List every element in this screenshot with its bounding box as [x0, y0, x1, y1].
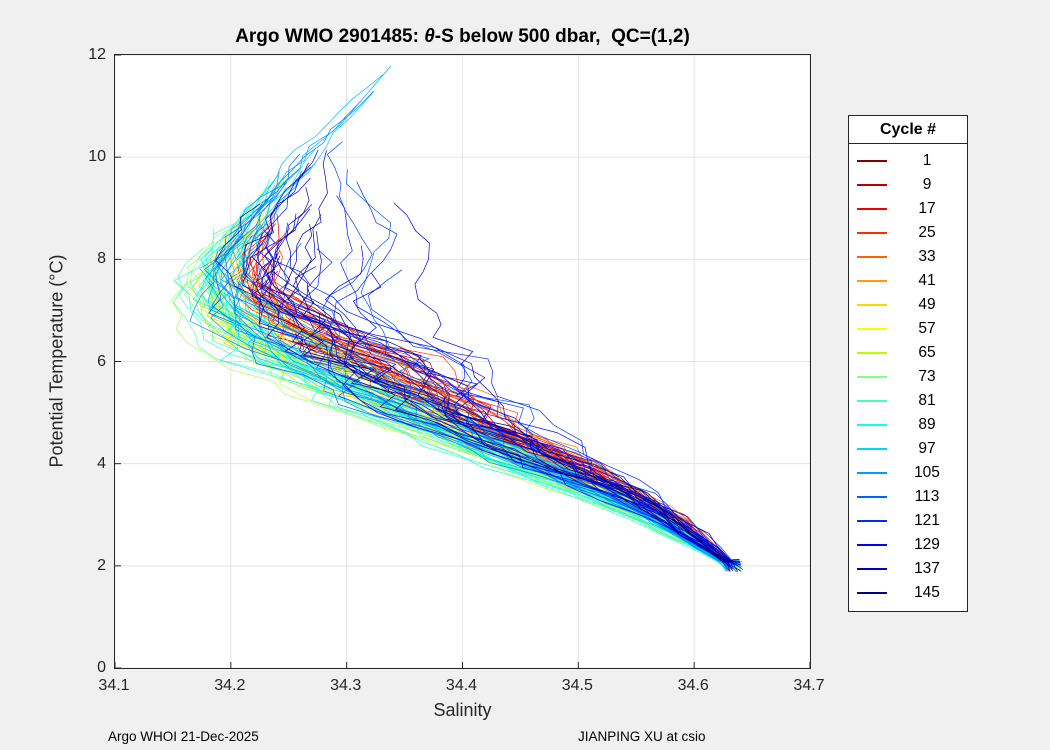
x-axis-label: Salinity — [433, 700, 492, 720]
legend-line-sample — [857, 280, 887, 282]
legend-line-sample — [857, 160, 887, 162]
title-prefix: Argo WMO 2901485: — [235, 26, 425, 47]
legend-entry: 121 — [849, 509, 967, 533]
legend-entry-label: 57 — [918, 320, 936, 337]
y-tick-label: 10 — [88, 148, 106, 166]
theta-s-plot-canvas — [115, 55, 810, 668]
legend-entry-label: 17 — [918, 200, 936, 217]
legend-line-sample — [857, 304, 887, 306]
legend-entry: 129 — [849, 533, 967, 557]
legend-entry-label: 49 — [918, 296, 936, 313]
legend-entry-label: 105 — [914, 464, 940, 481]
legend-entry-label: 33 — [918, 248, 936, 265]
legend-entry: 137 — [849, 557, 967, 581]
x-tick-label: 34.6 — [677, 677, 709, 694]
legend-line-sample — [857, 592, 887, 594]
legend-line-sample — [857, 424, 887, 426]
legend-entry: 33 — [849, 245, 967, 269]
legend-line-sample — [857, 352, 887, 354]
legend-entry: 41 — [849, 269, 967, 293]
legend-entry: 145 — [849, 581, 967, 605]
legend-entry: 25 — [849, 221, 967, 245]
legend-line-sample — [857, 184, 887, 186]
legend-line-sample — [857, 208, 887, 210]
x-tick-label: 34.2 — [214, 677, 246, 694]
legend-line-sample — [857, 544, 887, 546]
legend-line-sample — [857, 328, 887, 330]
x-tick-label: 34.5 — [561, 677, 593, 694]
legend-line-sample — [857, 376, 887, 378]
legend-box: Cycle # 1 9 17 25 33 41 49 57 65 73 81 89 97 105 113 12… — [848, 115, 968, 612]
legend-line-sample — [857, 232, 887, 234]
legend-entry: 57 — [849, 317, 967, 341]
legend-entry-label: 113 — [914, 488, 940, 505]
legend-entry: 97 — [849, 437, 967, 461]
legend-entry-label: 129 — [914, 536, 940, 553]
legend-entry: 73 — [849, 365, 967, 389]
legend-entry: 81 — [849, 389, 967, 413]
legend-entry-label: 1 — [922, 152, 932, 169]
legend-entry-label: 25 — [918, 224, 936, 241]
y-tick-label: 0 — [97, 659, 106, 676]
y-tick-label: 6 — [97, 352, 106, 370]
legend-entry: 89 — [849, 413, 967, 437]
legend-entry-label: 81 — [918, 392, 936, 409]
legend-entry-label: 97 — [918, 440, 936, 457]
x-tick-label: 34.1 — [98, 677, 130, 694]
legend-line-sample — [857, 472, 887, 474]
legend-entry-label: 65 — [918, 344, 936, 361]
legend-line-sample — [857, 496, 887, 498]
legend-line-sample — [857, 400, 887, 402]
legend-entry-label: 89 — [918, 416, 936, 433]
legend-entry-label: 137 — [914, 560, 940, 577]
legend-entry-label: 73 — [918, 368, 936, 385]
legend-entry-label: 145 — [914, 584, 940, 601]
legend-entry: 105 — [849, 461, 967, 485]
y-tick-label: 4 — [97, 454, 106, 472]
legend-line-sample — [857, 448, 887, 450]
legend-title: Cycle # — [849, 116, 967, 144]
legend-line-sample — [857, 520, 887, 522]
y-tick-label: 8 — [97, 250, 106, 268]
x-tick-label: 34.7 — [793, 677, 825, 694]
title-suffix: -S below 500 dbar, QC=(1,2) — [434, 26, 690, 47]
legend-entry-label: 9 — [922, 176, 932, 193]
y-tick-label: 2 — [97, 556, 106, 574]
legend-entry: 65 — [849, 341, 967, 365]
legend-entry: 113 — [849, 485, 967, 509]
legend-entries: 1 9 17 25 33 41 49 57 65 73 81 89 97 105 113 121 129 137 1… — [849, 144, 967, 611]
legend-line-sample — [857, 568, 887, 570]
legend-entry: 17 — [849, 197, 967, 221]
legend-entry-label: 41 — [918, 272, 936, 289]
legend-entry: 1 — [849, 149, 967, 173]
plot-area — [114, 54, 811, 669]
x-tick-label: 34.4 — [445, 677, 478, 694]
legend-entry: 49 — [849, 293, 967, 317]
chart-title: Argo WMO 2901485: θ-S below 500 dbar, QC… — [115, 26, 810, 48]
footer-attribution-right: JIANPING XU at csio — [578, 729, 706, 744]
x-tick-label: 34.3 — [330, 677, 362, 694]
legend-entry: 9 — [849, 173, 967, 197]
title-theta-symbol: θ — [424, 26, 435, 47]
legend-entry-label: 121 — [914, 512, 940, 529]
y-tick-label: 12 — [88, 46, 106, 63]
footer-attribution-left: Argo WHOI 21-Dec-2025 — [108, 729, 259, 744]
legend-line-sample — [857, 256, 887, 258]
